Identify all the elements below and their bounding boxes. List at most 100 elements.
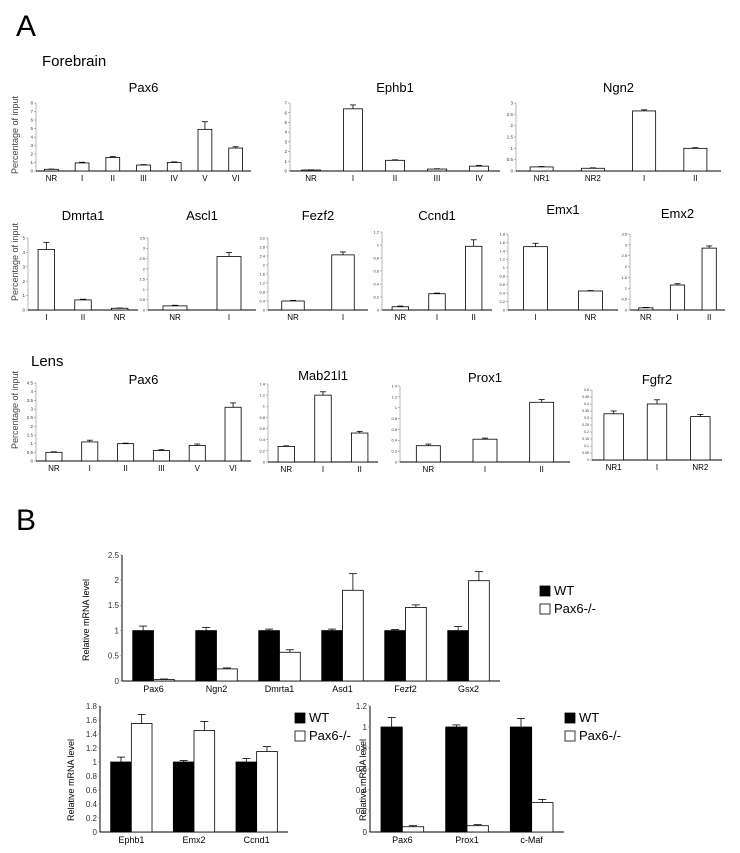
bar-nr1 (603, 413, 624, 461)
category-label: Gsx2 (458, 684, 479, 694)
y-tick-label: 0 (377, 307, 380, 312)
y-tick-label: 0 (30, 459, 33, 464)
category-label: Prox1 (455, 835, 479, 845)
y-tick-label: 0.8 (373, 255, 379, 260)
legend-label: WT (309, 710, 329, 725)
category-label: I (342, 313, 344, 322)
y-tick-label: 4 (284, 130, 287, 135)
category-label: Emx2 (182, 835, 205, 845)
y-tick-label: 2.4 (259, 253, 265, 258)
y-tick-label: 1 (377, 242, 380, 247)
y-tick-label: 1.2 (373, 229, 379, 234)
category-label: NR (114, 313, 126, 322)
category-label: IV (475, 174, 483, 183)
y-tick-label: 0 (115, 677, 120, 686)
chart-title: Ascl1 (186, 208, 218, 223)
mrna-left-ylabel: Relative mRNA level (66, 739, 76, 821)
y-tick-label: 4 (30, 389, 33, 394)
y-tick-label: 0 (363, 828, 368, 837)
y-tick-label: 0.4 (499, 291, 505, 296)
bar-nr (391, 306, 409, 311)
legend-label: Pax6-/- (309, 728, 351, 743)
category-label: NR1 (534, 174, 551, 183)
y-tick-label: 1.6 (499, 240, 505, 245)
bar-nr (281, 300, 305, 311)
chart-title: Dmrta1 (62, 208, 105, 223)
y-tick-label: 0.5 (27, 450, 34, 455)
bar-pax6-prox1 (466, 825, 489, 833)
y-tick-label: 0 (93, 828, 98, 837)
y-tick-label: 0.2 (391, 449, 397, 454)
category-label: II (539, 465, 543, 474)
y-tick-label: 0 (587, 458, 589, 462)
bar-vi (228, 147, 243, 172)
category-label: II (393, 174, 397, 183)
y-tick-label: 1.2 (259, 393, 265, 398)
y-tick-label: 0.4 (356, 786, 368, 795)
y-tick-label: 1.5 (507, 135, 514, 140)
bar-i (343, 108, 363, 172)
y-tick-label: 2 (30, 152, 33, 157)
legend-swatch (564, 712, 576, 724)
bar-nr (44, 168, 59, 172)
bar-ii (683, 147, 708, 172)
y-tick-label: 0.6 (391, 427, 397, 432)
bar-nr (162, 305, 188, 311)
bar-ii (105, 156, 121, 172)
legend-label: Pax6-/- (579, 728, 621, 743)
category-label: I (352, 174, 354, 183)
y-tick-label: 3 (284, 139, 287, 144)
y-tick-label: 6 (284, 110, 287, 115)
y-tick-label: 6 (30, 118, 33, 123)
y-tick-label: 0.5 (108, 652, 120, 661)
y-tick-label: 2 (143, 266, 146, 271)
y-tick-label: 2 (625, 264, 628, 269)
category-label: Dmrta1 (265, 684, 295, 694)
y-tick-label: 0.2 (373, 294, 379, 299)
y-tick-label: 7 (284, 101, 287, 106)
category-label: Asd1 (332, 684, 353, 694)
y-tick-label: 2 (30, 424, 33, 429)
y-tick-label: 1 (284, 159, 287, 164)
bar-i (37, 249, 55, 311)
y-tick-label: 3.2 (259, 235, 265, 240)
category-label: NR1 (606, 463, 623, 472)
chart-fb-ascl1: 0 0.5 1 1.5 2 2.5 3 3.5 Ascl1 NR I (139, 208, 256, 322)
category-label: NR (395, 313, 407, 322)
y-tick-label: 1 (510, 146, 513, 151)
bar-i (331, 254, 355, 311)
category-label: NR (169, 313, 181, 322)
y-tick-label: 3 (30, 143, 33, 148)
y-tick-label: 0 (143, 307, 146, 312)
category-label: Ccnd1 (244, 835, 270, 845)
bar-i (646, 403, 668, 461)
category-label: NR (585, 313, 597, 322)
y-tick-label: 0.6 (373, 268, 379, 273)
y-tick-label: 2 (263, 262, 266, 267)
lens-row-ylabel: Percentage of input (10, 370, 20, 449)
bar-i (669, 284, 686, 311)
bar-nr (111, 307, 129, 311)
bar-ii (74, 299, 92, 311)
y-tick-label: 0.8 (259, 415, 265, 420)
y-tick-label: 4 (22, 250, 25, 255)
bar-pax6-pax6 (153, 679, 175, 682)
y-tick-label: 0.8 (356, 744, 368, 753)
lens-label: Lens (31, 353, 64, 370)
chart-b-right: 0 0.2 0.4 0.6 0.8 1 1.2 Pax6 Prox1 c-Maf WT Pax6-/- (356, 702, 621, 845)
bar-ii (351, 432, 369, 463)
bar-iv (469, 165, 489, 172)
y-tick-label: 0.2 (584, 430, 589, 434)
chart-title: Ngn2 (603, 80, 634, 95)
bar-i (523, 246, 548, 311)
y-tick-label: 1.2 (391, 394, 397, 399)
y-tick-label: 3.5 (621, 231, 627, 236)
y-tick-label: 8 (30, 101, 33, 106)
y-tick-label: 0.8 (86, 772, 98, 781)
category-label: I (484, 465, 486, 474)
